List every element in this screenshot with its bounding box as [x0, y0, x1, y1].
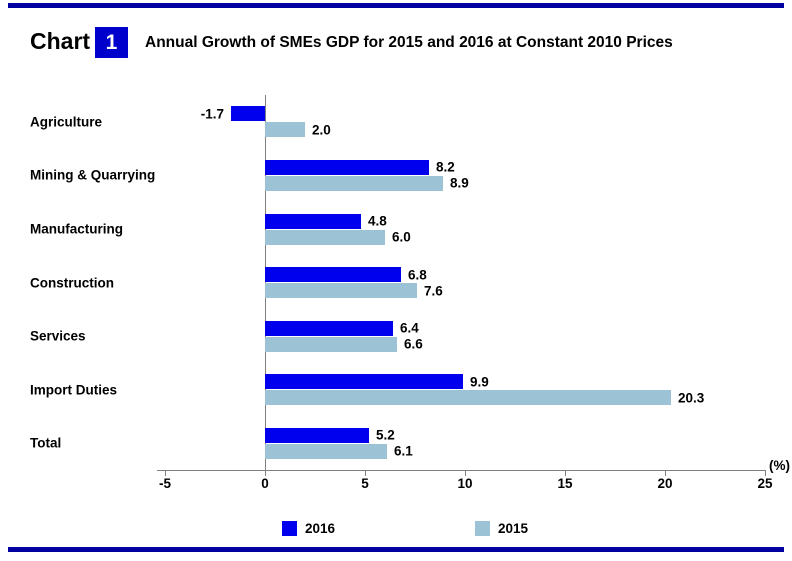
bar-2015 — [265, 336, 397, 352]
chart-number-box: 1 — [95, 27, 128, 58]
category-label: Construction — [30, 275, 114, 291]
x-axis-tick — [365, 471, 366, 476]
legend-label-2015: 2015 — [498, 520, 529, 536]
value-label-2016: 9.9 — [470, 374, 489, 390]
x-tick-label: 10 — [457, 476, 473, 491]
chart-number: 1 — [105, 30, 118, 54]
bar-2016 — [265, 159, 429, 175]
value-label-2015: 6.6 — [404, 336, 423, 352]
legend-entry-2016: 2016 — [282, 521, 335, 536]
legend-entry-2015: 2015 — [475, 521, 528, 536]
category-label: Import Duties — [30, 382, 118, 398]
value-label-2016: 5.2 — [376, 427, 395, 443]
x-axis-tick — [165, 471, 166, 476]
value-label-2016: 4.8 — [368, 213, 387, 229]
legend-swatch-2015 — [475, 521, 490, 536]
value-label-2016: 6.4 — [400, 320, 419, 336]
bar-2015 — [265, 390, 671, 406]
value-label-2015: 2.0 — [312, 122, 331, 138]
bar-2016 — [265, 213, 361, 229]
legend-label-2016: 2016 — [305, 520, 336, 536]
x-axis-tick — [765, 471, 766, 476]
top-rule — [8, 3, 784, 8]
bar-2016 — [265, 320, 393, 336]
zero-axis-line — [264, 95, 266, 470]
x-tick-label: -5 — [158, 476, 172, 491]
bar-2016 — [265, 267, 401, 283]
value-label-2015: 6.0 — [392, 229, 411, 245]
bar-2016 — [231, 106, 265, 122]
value-label-2016: 8.2 — [436, 159, 455, 175]
value-label-2016: -1.7 — [200, 106, 224, 122]
value-label-2015: 8.9 — [450, 175, 469, 191]
category-label: Total — [30, 435, 62, 451]
x-axis-tick — [465, 471, 466, 476]
x-tick-label: 0 — [261, 476, 269, 491]
x-axis-tick — [665, 471, 666, 476]
x-tick-label: 25 — [757, 476, 773, 491]
bar-2015 — [265, 229, 385, 245]
chart-word: Chart — [30, 28, 91, 54]
x-tick-label: 20 — [657, 476, 673, 491]
x-tick-label: 15 — [557, 476, 573, 491]
bar-2016 — [265, 427, 369, 443]
value-label-2015: 6.1 — [394, 443, 413, 459]
category-label: Agriculture — [30, 114, 103, 130]
bar-2015 — [265, 443, 387, 459]
value-label-2016: 6.8 — [408, 266, 427, 282]
category-label: Manufacturing — [30, 221, 123, 237]
x-tick-label: 5 — [361, 476, 369, 491]
x-axis-tick — [565, 471, 566, 476]
x-axis-unit-label: (%) — [769, 458, 790, 473]
legend-swatch-2016 — [282, 521, 297, 536]
chart-title: Annual Growth of SMEs GDP for 2015 and 2… — [145, 34, 673, 51]
x-axis-line — [157, 470, 766, 471]
value-label-2015: 7.6 — [424, 282, 443, 298]
bar-2015 — [265, 283, 417, 299]
x-axis-tick — [265, 471, 266, 476]
category-label: Services — [30, 328, 86, 344]
category-label: Mining & Quarrying — [30, 167, 156, 183]
bar-2016 — [265, 374, 463, 390]
bar-2015 — [265, 122, 305, 138]
bottom-rule — [8, 547, 784, 552]
value-label-2015: 20.3 — [678, 390, 705, 406]
bar-2015 — [265, 175, 443, 191]
